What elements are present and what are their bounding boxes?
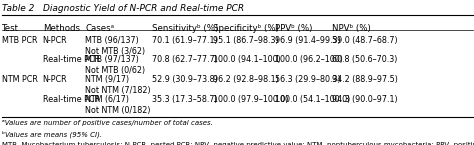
Text: 56.3 (29.9–80.3): 56.3 (29.9–80.3) — [275, 75, 340, 84]
Text: NTM PCR: NTM PCR — [2, 75, 38, 84]
Text: N-PCR: N-PCR — [43, 75, 67, 84]
Text: Sensitivityᵇ (%): Sensitivityᵇ (%) — [152, 24, 218, 33]
Text: Casesᵃ: Casesᵃ — [85, 24, 114, 33]
Text: 70.1 (61.9–77.1): 70.1 (61.9–77.1) — [152, 36, 217, 45]
Text: NTM (9/17)
Not NTM (7/182): NTM (9/17) Not NTM (7/182) — [85, 75, 151, 95]
Text: Table 2   Diagnostic Yield of N-PCR and Real-time PCR: Table 2 Diagnostic Yield of N-PCR and Re… — [2, 4, 245, 13]
Text: 35.3 (17.3–58.7): 35.3 (17.3–58.7) — [152, 95, 217, 104]
Text: MTB (97/137)
Not MTB (0/62): MTB (97/137) Not MTB (0/62) — [85, 55, 146, 75]
Text: NTM (6/17)
Not NTM (0/182): NTM (6/17) Not NTM (0/182) — [85, 95, 151, 115]
Text: 95.1 (86.7–98.3): 95.1 (86.7–98.3) — [213, 36, 279, 45]
Text: 94.3 (90.0–97.1): 94.3 (90.0–97.1) — [332, 95, 397, 104]
Text: MTB (96/137)
Not MTB (3/62): MTB (96/137) Not MTB (3/62) — [85, 36, 146, 56]
Text: ᵃValues are number of positive cases/number of total cases.: ᵃValues are number of positive cases/num… — [2, 120, 213, 126]
Text: 70.8 (62.7–77.7): 70.8 (62.7–77.7) — [152, 55, 218, 64]
Text: 60.8 (50.6–70.3): 60.8 (50.6–70.3) — [332, 55, 397, 64]
Text: MTB, Mycobacterium tuberculosis; N-PCR, nested PCR; NPV, negative predictive val: MTB, Mycobacterium tuberculosis; N-PCR, … — [2, 142, 474, 145]
Text: 100.0 (54.1–100.0): 100.0 (54.1–100.0) — [275, 95, 350, 104]
Text: 94.2 (88.9–97.5): 94.2 (88.9–97.5) — [332, 75, 398, 84]
Text: ᵇValues are means (95% CI).: ᵇValues are means (95% CI). — [2, 130, 102, 138]
Text: 96.2 (92.8–98.1): 96.2 (92.8–98.1) — [213, 75, 279, 84]
Text: Methods: Methods — [43, 24, 80, 33]
Text: 100.0 (94.1–100): 100.0 (94.1–100) — [213, 55, 281, 64]
Text: 96.9 (91.4–99.3): 96.9 (91.4–99.3) — [275, 36, 341, 45]
Text: MTB PCR: MTB PCR — [2, 36, 38, 45]
Text: Real-time PCR: Real-time PCR — [43, 55, 100, 64]
Text: 52.9 (30.9–73.8): 52.9 (30.9–73.8) — [152, 75, 218, 84]
Text: Real-time PCR: Real-time PCR — [43, 95, 100, 104]
Text: Test: Test — [2, 24, 19, 33]
Text: PPVᵇ (%): PPVᵇ (%) — [275, 24, 312, 33]
Text: Specificityᵇ (%): Specificityᵇ (%) — [213, 24, 279, 33]
Text: 100.0 (97.9–100.0): 100.0 (97.9–100.0) — [213, 95, 289, 104]
Text: NPVᵇ (%): NPVᵇ (%) — [332, 24, 371, 33]
Text: 59.0 (48.7–68.7): 59.0 (48.7–68.7) — [332, 36, 397, 45]
Text: 100.0 (96.2–100): 100.0 (96.2–100) — [275, 55, 343, 64]
Text: N-PCR: N-PCR — [43, 36, 67, 45]
